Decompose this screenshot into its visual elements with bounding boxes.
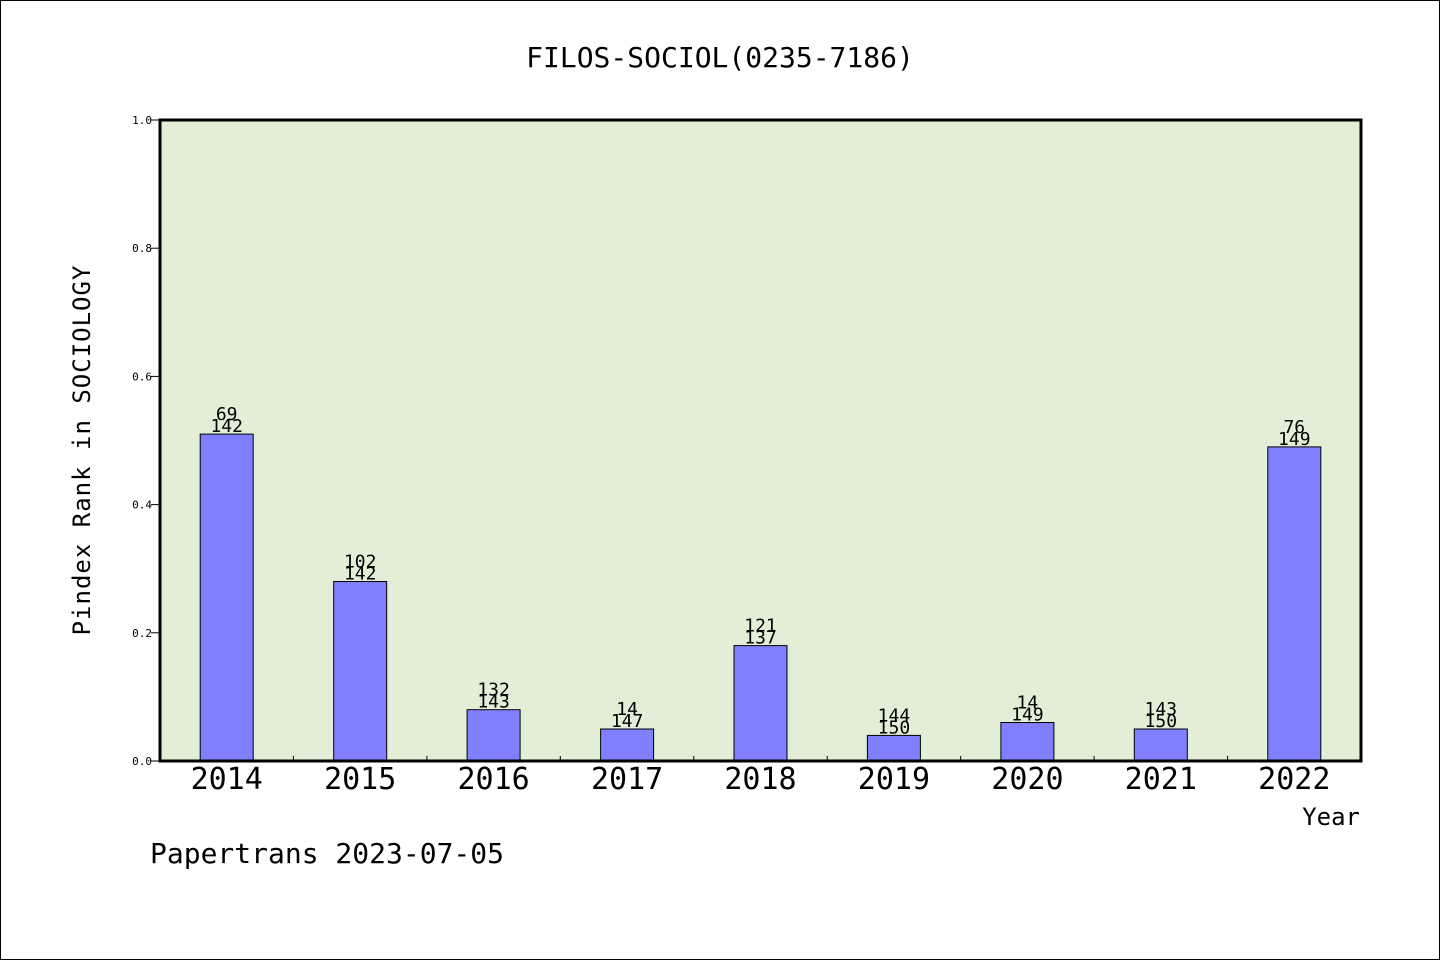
footer-text: Papertrans 2023-07-05	[150, 837, 504, 870]
bar-label-top-2016: 132	[477, 680, 510, 701]
bar-label-bottom-2017: 147	[611, 711, 644, 732]
y-tick-label-0.6: 0.6	[132, 370, 152, 383]
x-tick-label-2015: 2015	[324, 762, 396, 797]
bar-label-bottom-2014: 142	[210, 416, 243, 437]
bar-2017	[600, 728, 655, 762]
bar-label-top-2017: 14	[616, 699, 638, 720]
x-tick-label-2016: 2016	[457, 762, 529, 797]
bar-2018	[733, 645, 788, 762]
x-tick-label-2019: 2019	[858, 762, 930, 797]
x-tick-label-2018: 2018	[724, 762, 796, 797]
bars-group	[199, 433, 1322, 762]
bar-2021	[1133, 728, 1188, 762]
bar-label-bottom-2018: 137	[744, 628, 777, 649]
y-tick-label-1.0: 1.0	[132, 114, 152, 127]
bar-2016	[466, 709, 521, 762]
bar-label-bottom-2022: 149	[1278, 429, 1311, 450]
bar-2015	[333, 581, 388, 762]
bar-label-top-2019: 144	[878, 705, 911, 726]
bar-2019	[866, 734, 921, 762]
x-axis-label: Year	[1302, 803, 1360, 831]
y-axis: 0.0 0.2 0.4 0.6 0.8 1.0	[132, 114, 160, 768]
bar-2022	[1267, 446, 1322, 762]
y-tick-label-0.0: 0.0	[132, 755, 152, 768]
x-tick-label-2017: 2017	[591, 762, 663, 797]
chart-title: FILOS-SOCIOL(0235-7186)	[526, 41, 914, 74]
plot-border	[158, 118, 1363, 763]
bar-label-bottom-2019: 150	[878, 717, 911, 738]
bar-label-top-2020: 14	[1017, 693, 1039, 714]
x-axis: 2014 2015 2016 2017 2018 2019 2020 2021 2022	[191, 756, 1330, 797]
y-axis-label: Pindex Rank in SOCIOLOGY	[68, 265, 96, 636]
x-tick-label-2021: 2021	[1125, 762, 1197, 797]
bar-2014	[199, 433, 254, 762]
bar-2020	[1000, 722, 1055, 762]
bar-label-top-2014: 69	[216, 404, 238, 425]
x-tick-label-2022: 2022	[1258, 762, 1330, 797]
x-tick-label-2014: 2014	[191, 762, 263, 797]
bar-label-bottom-2021: 150	[1145, 711, 1178, 732]
y-tick-label-0.2: 0.2	[132, 627, 152, 640]
bar-label-top-2021: 143	[1145, 699, 1178, 720]
bar-label-top-2022: 76	[1283, 417, 1305, 438]
y-tick-label-0.8: 0.8	[132, 242, 152, 255]
bar-label-bottom-2020: 149	[1011, 705, 1044, 726]
x-tick-label-2020: 2020	[991, 762, 1063, 797]
y-tick-label-0.4: 0.4	[132, 499, 152, 512]
bar-label-bottom-2016: 143	[477, 692, 510, 713]
bar-label-top-2018: 121	[744, 616, 777, 637]
bar-label-top-2015: 102	[344, 552, 377, 573]
bar-label-bottom-2015: 142	[344, 564, 377, 585]
